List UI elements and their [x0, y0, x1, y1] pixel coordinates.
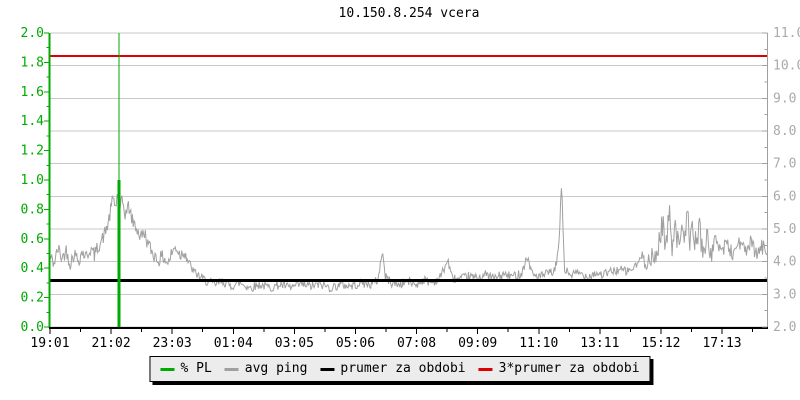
chart-legend: % PL avg ping prumer za obdobi 3*prumer za … [149, 356, 651, 382]
right-axis-label: 3.0 [773, 287, 796, 302]
left-axis-label: 0.4 [21, 261, 45, 276]
right-axis-label: 6.0 [773, 189, 796, 204]
x-tick-label: 07:08 [397, 336, 436, 351]
x-tick-label: 01:04 [214, 336, 253, 351]
left-axis-label: 1.0 [21, 173, 44, 188]
legend-label: % PL [180, 361, 212, 376]
x-tick-label: 03:05 [275, 336, 314, 351]
left-axis-label: 1.8 [21, 55, 44, 70]
right-axis-label: 10.0 [773, 59, 800, 74]
right-axis-label: 5.0 [773, 222, 796, 237]
x-tick-label: 09:09 [458, 336, 497, 351]
left-axis-label: 0.6 [21, 232, 44, 247]
right-axis-label: 9.0 [773, 91, 796, 106]
pl-spike-avg [117, 180, 121, 327]
x-tick-label: 11:10 [519, 336, 558, 351]
legend-item: % PL [160, 361, 212, 377]
x-tick-label: 15:12 [641, 336, 680, 351]
legend-label: 3*prumer za obdobi [498, 361, 640, 376]
left-axis-label: 2.0 [21, 26, 44, 41]
x-tick-label: 05:06 [336, 336, 375, 351]
legend-swatch [320, 367, 335, 371]
legend-label: prumer za obdobi [340, 361, 466, 376]
legend-swatch [478, 367, 493, 371]
right-axis-label: 7.0 [773, 157, 796, 172]
right-axis-label: 11.0 [773, 26, 800, 41]
chart-title: 10.150.8.254 vcera [338, 6, 480, 21]
x-tick-label: 23:03 [153, 336, 192, 351]
right-axis-label: 8.0 [773, 124, 796, 139]
left-axis-label: 0.8 [21, 202, 44, 217]
left-axis-label: 1.2 [21, 144, 44, 159]
left-axis-label: 0.0 [21, 320, 44, 335]
x-tick-label: 13:11 [580, 336, 619, 351]
legend-item: avg ping [224, 361, 308, 377]
x-tick-label: 17:13 [702, 336, 741, 351]
period-average-line [50, 278, 768, 282]
left-axis-label: 1.6 [21, 85, 44, 100]
avg-ping-line [49, 188, 768, 293]
legend-item: 3*prumer za obdobi [478, 361, 640, 377]
legend-swatch [160, 367, 175, 371]
right-axis-label: 4.0 [773, 255, 796, 270]
right-axis-label: 2.0 [773, 320, 796, 335]
legend-item: prumer za obdobi [320, 361, 466, 377]
left-axis-label: 1.4 [21, 114, 45, 129]
triple-average-line [50, 55, 768, 58]
x-tick-label: 21:02 [92, 336, 131, 351]
legend-label: avg ping [244, 361, 308, 376]
legend-swatch [224, 367, 239, 371]
left-axis-label: 0.2 [21, 291, 44, 306]
x-tick-label: 19:01 [30, 336, 69, 351]
